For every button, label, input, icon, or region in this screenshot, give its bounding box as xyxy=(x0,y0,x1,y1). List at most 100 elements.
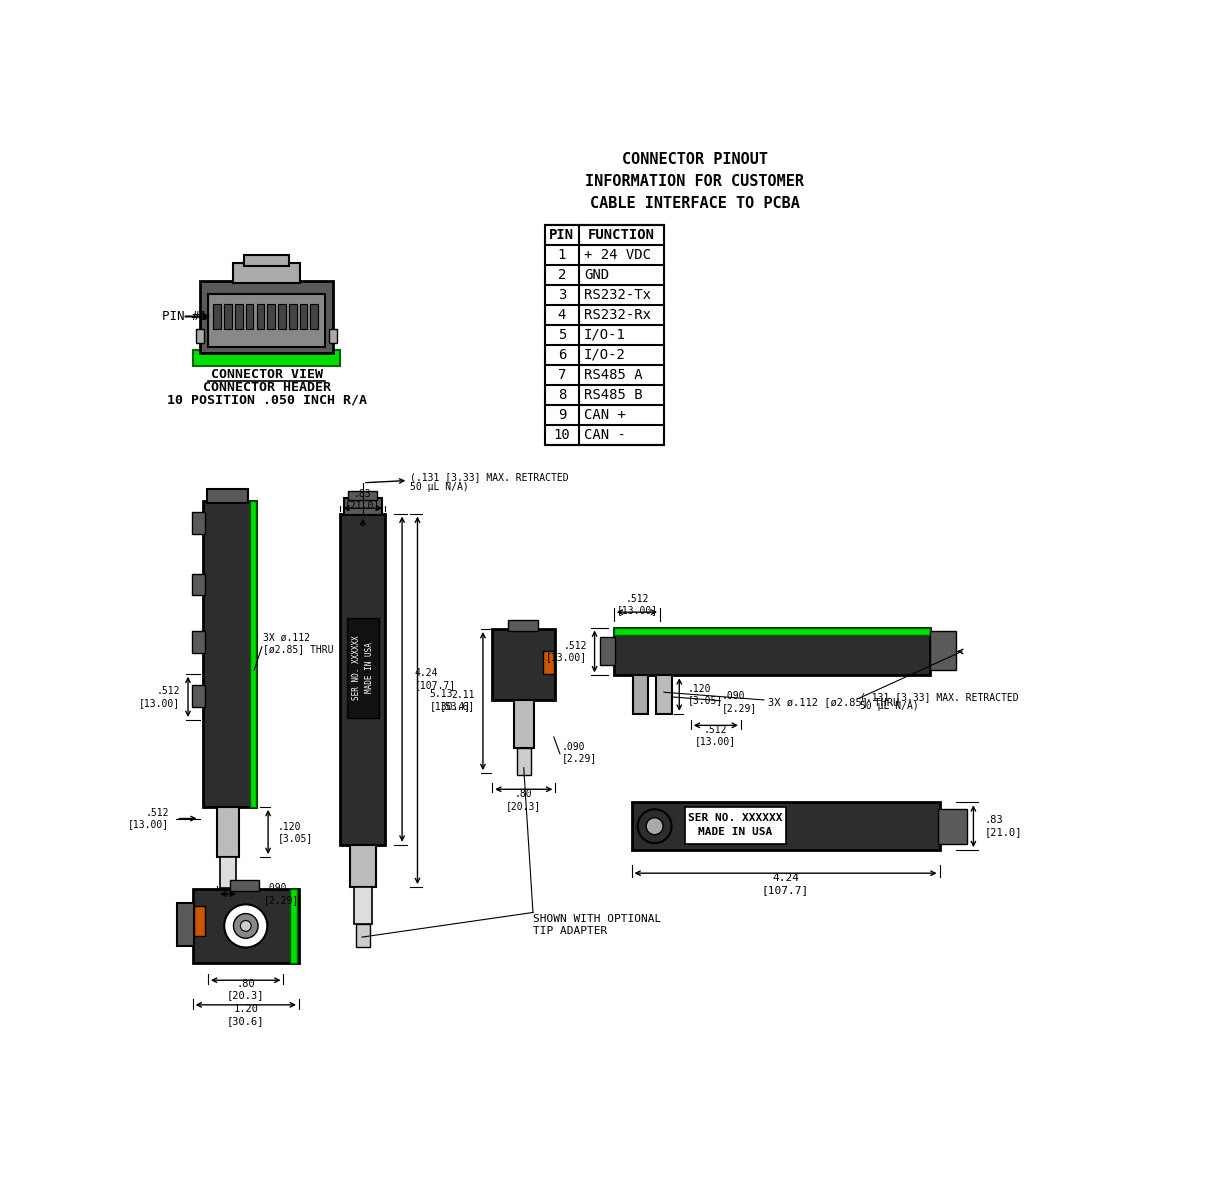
Bar xyxy=(249,500,255,806)
Bar xyxy=(177,904,194,946)
Text: I/O-1: I/O-1 xyxy=(584,328,625,342)
Text: 10: 10 xyxy=(553,428,570,442)
Text: CONNECTOR PINOUT
INFORMATION FOR CUSTOMER
CABLE INTERFACE TO PCBA: CONNECTOR PINOUT INFORMATION FOR CUSTOME… xyxy=(585,151,805,211)
Bar xyxy=(230,880,259,890)
Bar xyxy=(193,889,299,962)
Bar xyxy=(508,620,538,631)
Bar xyxy=(492,629,556,700)
Bar xyxy=(192,685,205,707)
Text: .80
[20.3]: .80 [20.3] xyxy=(507,790,541,811)
Text: RS232-Tx: RS232-Tx xyxy=(584,288,651,302)
Text: CONNECTOR HEADER: CONNECTOR HEADER xyxy=(203,380,331,394)
Bar xyxy=(267,304,275,329)
Bar xyxy=(192,574,205,595)
Bar xyxy=(299,304,308,329)
Text: CAN -: CAN - xyxy=(584,428,625,442)
Text: .512
[13.00]: .512 [13.00] xyxy=(139,686,181,708)
Text: SER NO. XXXXXX
MADE IN USA: SER NO. XXXXXX MADE IN USA xyxy=(689,814,783,838)
Bar xyxy=(516,748,531,775)
Bar xyxy=(217,806,239,857)
Circle shape xyxy=(241,920,252,931)
Bar xyxy=(343,498,382,515)
Bar xyxy=(614,628,929,676)
Text: .090
[2.29]: .090 [2.29] xyxy=(562,742,597,763)
Bar xyxy=(600,637,615,665)
Text: 7: 7 xyxy=(558,368,567,382)
Text: .120
[3.05]: .120 [3.05] xyxy=(687,684,723,706)
Bar xyxy=(341,514,385,845)
Text: SER NO. XXXXXX
MADE IN USA: SER NO. XXXXXX MADE IN USA xyxy=(352,635,374,700)
Bar xyxy=(256,304,264,329)
Text: RS485 A: RS485 A xyxy=(584,368,642,382)
Bar xyxy=(278,304,286,329)
Bar xyxy=(348,491,377,499)
Text: 9: 9 xyxy=(558,408,567,422)
Bar xyxy=(354,887,372,924)
Bar xyxy=(208,294,325,347)
Bar xyxy=(194,906,205,936)
Bar xyxy=(328,329,337,343)
Text: CAN +: CAN + xyxy=(584,408,625,422)
Text: .090
[2.29]: .090 [2.29] xyxy=(264,883,299,905)
Bar xyxy=(192,512,205,534)
Bar xyxy=(289,304,297,329)
Bar xyxy=(543,650,554,673)
Text: 50 μL N/A): 50 μL N/A) xyxy=(410,481,469,492)
Bar xyxy=(514,700,534,748)
Text: I/O-2: I/O-2 xyxy=(584,348,625,362)
Bar xyxy=(234,304,243,329)
Text: FUNCTION: FUNCTION xyxy=(589,228,654,242)
Text: 5.13
[130.4]: 5.13 [130.4] xyxy=(430,689,471,710)
Text: 3X ø.112 [ø2.85] THRU: 3X ø.112 [ø2.85] THRU xyxy=(768,697,899,707)
Circle shape xyxy=(225,905,267,948)
Bar xyxy=(208,488,248,503)
Text: SHOWN WITH OPTIONAL
TIP ADAPTER: SHOWN WITH OPTIONAL TIP ADAPTER xyxy=(534,914,662,936)
Bar xyxy=(193,350,341,366)
Bar xyxy=(245,304,254,329)
Text: .83
[21.0]: .83 [21.0] xyxy=(346,488,381,510)
Text: .090
[2.29]: .090 [2.29] xyxy=(722,691,757,713)
Bar xyxy=(214,304,221,329)
Bar xyxy=(632,676,648,714)
Text: 4.24
[107.7]: 4.24 [107.7] xyxy=(762,874,810,895)
Bar xyxy=(204,500,255,806)
Text: .80
[20.3]: .80 [20.3] xyxy=(227,979,265,1001)
Text: PIN #1: PIN #1 xyxy=(162,310,206,323)
Text: .512
[13.00]: .512 [13.00] xyxy=(128,808,168,829)
Bar xyxy=(938,809,967,844)
Bar xyxy=(929,631,956,670)
Text: 2: 2 xyxy=(558,268,567,282)
Bar xyxy=(685,806,785,844)
Bar xyxy=(614,628,929,635)
Text: .83
[21.0]: .83 [21.0] xyxy=(984,816,1022,838)
Text: 2.11
[53.6]: 2.11 [53.6] xyxy=(440,690,475,712)
Bar xyxy=(349,845,376,887)
Bar xyxy=(220,857,236,888)
Bar xyxy=(200,281,333,353)
Text: .512
[13.00]: .512 [13.00] xyxy=(546,641,587,662)
Text: 8: 8 xyxy=(558,388,567,402)
Text: 4.24
[107.7]: 4.24 [107.7] xyxy=(414,668,455,690)
Text: 10 POSITION .050 INCH R/A: 10 POSITION .050 INCH R/A xyxy=(166,394,366,406)
Text: RS232-Rx: RS232-Rx xyxy=(584,308,651,322)
Bar xyxy=(233,263,300,283)
Bar xyxy=(192,631,205,653)
Text: .120
[3.05]: .120 [3.05] xyxy=(277,822,313,844)
Text: 1: 1 xyxy=(558,248,567,262)
Text: GND: GND xyxy=(584,268,609,282)
Text: (.131 [3.33] MAX. RETRACTED: (.131 [3.33] MAX. RETRACTED xyxy=(861,692,1018,702)
Bar xyxy=(244,254,289,265)
Bar xyxy=(656,676,672,714)
Text: + 24 VDC: + 24 VDC xyxy=(584,248,651,262)
Bar xyxy=(355,924,370,947)
Text: 3: 3 xyxy=(558,288,567,302)
Text: 6: 6 xyxy=(558,348,567,362)
Text: .512
[13.00]: .512 [13.00] xyxy=(617,594,657,616)
Bar xyxy=(631,803,939,850)
Bar xyxy=(289,889,298,962)
Bar xyxy=(545,224,664,445)
Bar xyxy=(310,304,319,329)
Text: .512
[13.00]: .512 [13.00] xyxy=(695,725,736,746)
Text: 1.20
[30.6]: 1.20 [30.6] xyxy=(227,1004,265,1026)
Bar xyxy=(225,304,232,329)
